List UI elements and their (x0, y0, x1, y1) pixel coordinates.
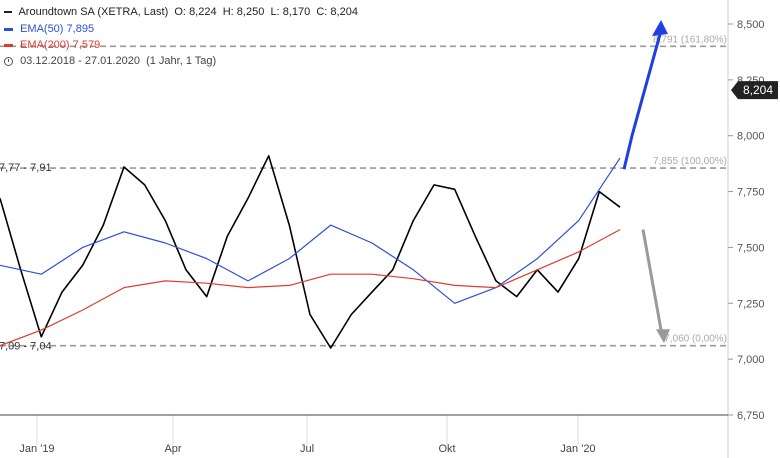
level-label: 8,791 (161,80%) (653, 34, 727, 45)
fibonacci-levels: 8,791 (161,80%) 7,855 (100,00%) 7,060 (0,0… (0, 34, 728, 353)
ema200-value: 7,579 (72, 39, 101, 51)
x-tick-label: Jan '19 (19, 443, 54, 455)
ema200-swatch (4, 43, 13, 47)
range-line: 03.12.2018 - 27.01.2020 (1 Jahr, 1 Tag) (4, 54, 216, 68)
low-label: L: (270, 6, 280, 18)
chart-legend: Aroundtown SA (XETRA, Last) O: 8,224 H: … (0, 0, 400, 70)
instrument-name: Aroundtown SA (XETRA, Last) (18, 6, 169, 18)
open-value: 8,224 (189, 6, 217, 18)
ema200-legend: EMA(200) 7,579 (4, 38, 100, 52)
arrow-down-head (656, 329, 670, 344)
ema50-legend: EMA(50) 7,895 (4, 22, 94, 36)
close-value: 8,204 (330, 6, 358, 18)
arrow-up-shaft (622, 30, 663, 170)
zone-label: 7,77 - 7,91 (0, 162, 52, 174)
interval-text: (1 Jahr, 1 Tag) (146, 55, 217, 67)
series-price (0, 155, 621, 349)
arrow-down-shaft (641, 229, 664, 336)
ema200-label: EMA(200) (20, 39, 70, 51)
y-tick-label: 7,000 (737, 354, 765, 366)
last-price-label: 8,204 (743, 83, 773, 97)
ema50-swatch (4, 27, 13, 31)
level-label: 7,060 (0,00%) (664, 334, 727, 345)
low-value: 8,170 (282, 6, 311, 18)
y-tick-label: 7,500 (737, 242, 765, 254)
high-value: 8,250 (236, 6, 265, 18)
zone-label: 7,09 - 7,04 (0, 341, 52, 353)
open-label: O: (174, 6, 186, 18)
date-range: 03.12.2018 - 27.01.2020 (20, 55, 140, 67)
y-tick-label: 8,000 (737, 131, 765, 143)
y-tick-label: 7,750 (737, 187, 765, 199)
y-tick-label: 6,750 (737, 410, 765, 422)
y-tick-label: 7,250 (737, 298, 765, 310)
close-label: C: (316, 6, 328, 18)
grid (36, 415, 579, 445)
series-ema200 (0, 229, 621, 347)
last-price-badge (731, 81, 778, 100)
arrow-up-head (652, 20, 668, 36)
y-tick-label: 8,500 (737, 19, 765, 31)
high-label: H: (222, 6, 234, 18)
x-tick-label: Jul (300, 443, 314, 455)
scenario-arrows (622, 20, 670, 344)
ohlc-line: Aroundtown SA (XETRA, Last) O: 8,224 H: … (4, 5, 358, 19)
clock-icon (4, 56, 13, 66)
ema50-value: 7,895 (66, 23, 95, 35)
series-layer (0, 155, 621, 349)
x-tick-label: Jan '20 (560, 443, 595, 455)
level-label: 7,855 (100,00%) (653, 156, 727, 167)
price-swatch (4, 11, 12, 14)
ema50-label: EMA(50) (20, 23, 64, 35)
series-ema50 (0, 157, 621, 304)
x-tick-label: Okt (438, 443, 455, 455)
x-tick-label: Apr (164, 443, 181, 455)
